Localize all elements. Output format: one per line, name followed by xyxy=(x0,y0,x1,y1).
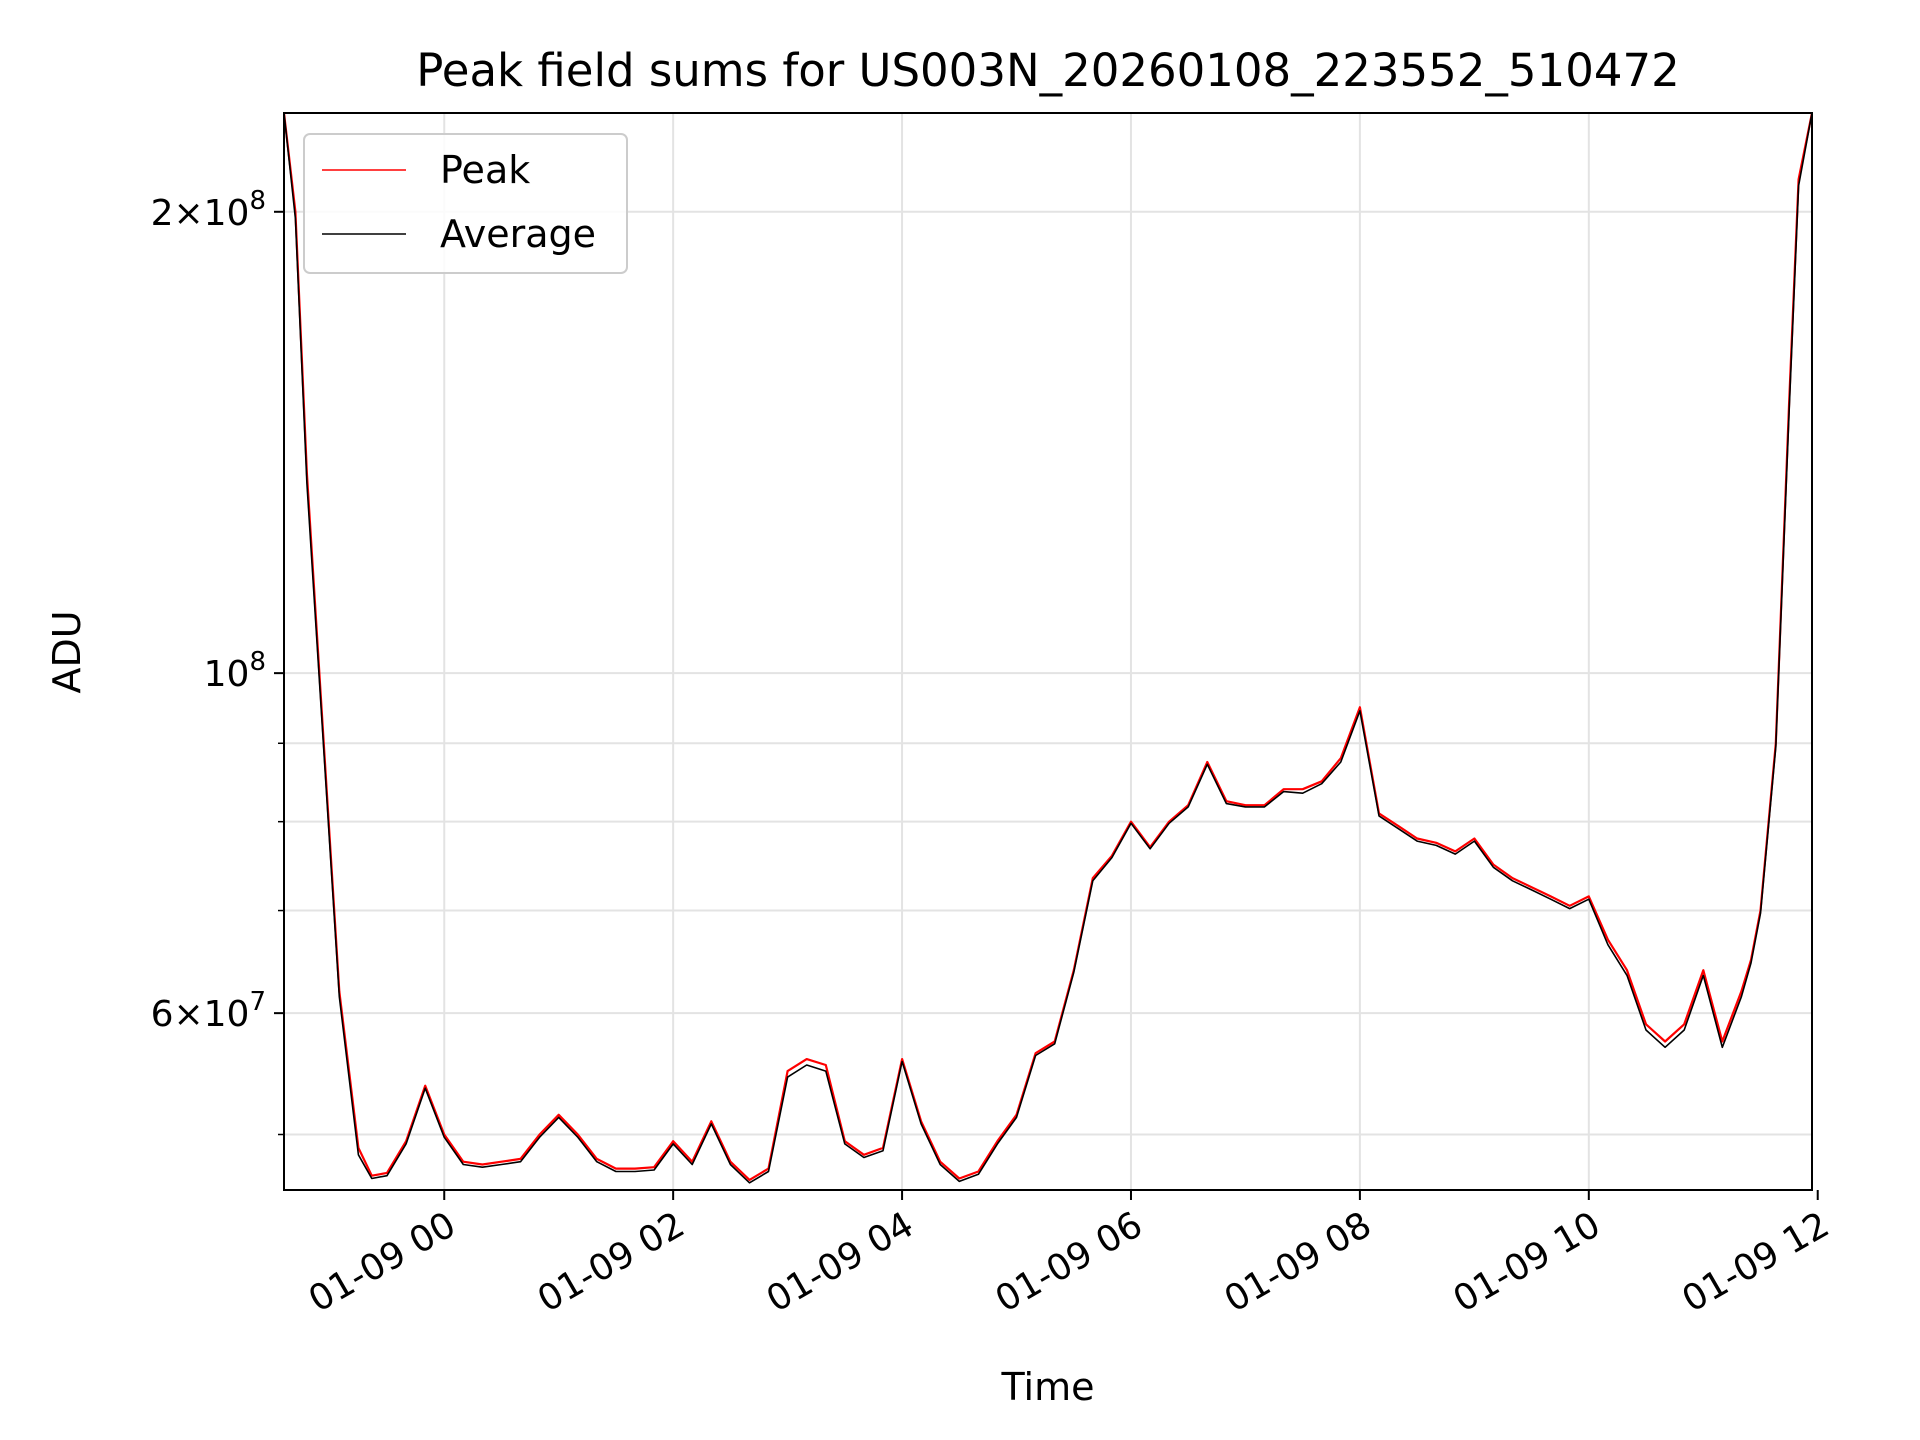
grid xyxy=(284,113,1812,1190)
y-axis-label: ADU xyxy=(45,610,89,693)
legend: Peak Average xyxy=(303,133,628,274)
plot-frame xyxy=(283,112,1813,1191)
legend-label-average: Average xyxy=(440,212,596,256)
x-axis-label: Time xyxy=(1001,1365,1095,1409)
y-tick-label: 108 xyxy=(204,647,266,695)
legend-box xyxy=(303,133,628,274)
series-layer xyxy=(284,113,1812,1184)
y-tick-label: 6×107 xyxy=(151,987,266,1035)
y-axis-ticks: 2×108 108 6×107 xyxy=(151,186,284,1136)
y-tick-label: 2×108 xyxy=(151,186,266,234)
legend-label-peak: Peak xyxy=(440,148,530,192)
series-line-average xyxy=(284,113,1812,1184)
chart-title: Peak field sums for US003N_20260108_2235… xyxy=(416,44,1679,97)
